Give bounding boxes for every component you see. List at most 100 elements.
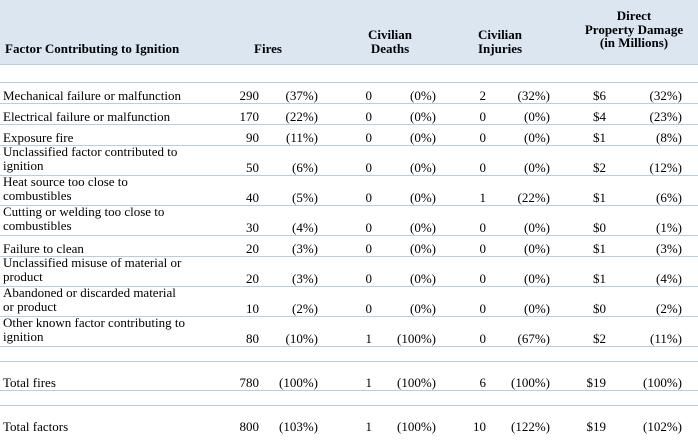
- damage-cell: $6: [593, 88, 606, 103]
- table-row: Cutting or welding too close to combusti…: [0, 205, 698, 235]
- deaths-pct-cell: (0%): [410, 271, 436, 286]
- row-divider: [0, 346, 698, 347]
- fires-cell: 800: [239, 419, 260, 434]
- deaths-pct-cell: (0%): [410, 88, 436, 103]
- row-divider: [0, 205, 698, 206]
- fires-cell: 40: [246, 190, 259, 205]
- factor-label: Mechanical failure or malfunction: [3, 88, 181, 103]
- row-divider: [0, 256, 698, 257]
- injuries-cell: 0: [479, 301, 487, 316]
- row-divider: [0, 286, 698, 287]
- factor-label: Unclassified misuse of material or produ…: [3, 255, 182, 284]
- row-divider: [0, 235, 698, 236]
- fires-cell: 80: [246, 331, 259, 346]
- fires-pct-cell: (103%): [279, 419, 318, 434]
- deaths-cell: 1: [365, 375, 373, 390]
- damage-cell: $1: [593, 130, 606, 145]
- fires-cell: 50: [246, 160, 259, 175]
- deaths-pct-cell: (0%): [410, 130, 436, 145]
- injuries-pct-cell: (0%): [524, 301, 550, 316]
- header-fires: Fires: [254, 41, 282, 56]
- row-divider: [0, 316, 698, 317]
- injuries-pct-cell: (0%): [524, 241, 550, 256]
- table-row: Mechanical failure or malfunction 290 (37%…: [0, 82, 698, 103]
- header-factor: Factor Contributing to Ignition: [5, 41, 180, 56]
- row-divider: [0, 390, 698, 391]
- injuries-cell: 0: [479, 220, 487, 235]
- deaths-cell: 0: [365, 88, 373, 103]
- damage-pct-cell: (11%): [649, 331, 682, 346]
- table-row: Unclassified misuse of material or produ…: [0, 256, 698, 286]
- damage-pct-cell: (6%): [656, 190, 682, 205]
- factor-label: Abandoned or discarded material or produ…: [3, 285, 176, 314]
- row-divider: [0, 361, 698, 362]
- injuries-cell: 0: [479, 331, 487, 346]
- fires-cell: 170: [239, 109, 260, 124]
- fires-pct-cell: (100%): [279, 375, 318, 390]
- factor-label: Unclassified factor contributed to ignit…: [3, 144, 178, 173]
- injuries-pct-cell: (122%): [511, 419, 550, 434]
- row-divider: [0, 103, 698, 104]
- damage-cell: $1: [593, 241, 606, 256]
- damage-cell: $0: [593, 220, 606, 235]
- row-divider: [0, 124, 698, 125]
- factor-label: Other known factor contributing to ignit…: [3, 315, 185, 344]
- fires-pct-cell: (3%): [292, 271, 318, 286]
- factor-label: Cutting or welding too close to combusti…: [3, 204, 165, 233]
- table-row: Heat source too close to combustibles 40 (…: [0, 175, 698, 205]
- row-divider: [0, 145, 698, 146]
- damage-cell: $0: [593, 301, 606, 316]
- damage-pct-cell: (100%): [643, 375, 682, 390]
- fires-pct-cell: (22%): [285, 109, 319, 124]
- deaths-pct-cell: (0%): [410, 301, 436, 316]
- injuries-pct-cell: (0%): [524, 160, 550, 175]
- deaths-cell: 0: [365, 109, 373, 124]
- deaths-pct-cell: (0%): [410, 241, 436, 256]
- deaths-pct-cell: (0%): [410, 190, 436, 205]
- injuries-cell: 2: [479, 88, 487, 103]
- total-factors-row: Total factors 800 (103%) 1 (100%) 10 (122%) $19…: [0, 405, 698, 434]
- total-fires-row: Total fires 780 (100%) 1 (100%) 6 (100%) $19 (10…: [0, 361, 698, 390]
- injuries-pct-cell: (32%): [517, 88, 551, 103]
- fires-pct-cell: (10%): [285, 331, 319, 346]
- injuries-pct-cell: (0%): [524, 220, 550, 235]
- damage-pct-cell: (23%): [649, 109, 683, 124]
- damage-cell: $1: [593, 271, 606, 286]
- fires-pct-cell: (4%): [292, 220, 318, 235]
- deaths-pct-cell: (100%): [397, 419, 436, 434]
- fires-pct-cell: (11%): [285, 130, 318, 145]
- table-row: Electrical failure or malfunction 170 (22%…: [0, 103, 698, 124]
- deaths-pct-cell: (0%): [410, 109, 436, 124]
- deaths-cell: 1: [365, 419, 373, 434]
- deaths-pct-cell: (0%): [410, 220, 436, 235]
- row-divider: [0, 64, 698, 65]
- injuries-pct-cell: (0%): [524, 271, 550, 286]
- fires-cell: 10: [246, 301, 259, 316]
- fires-cell: 90: [246, 130, 259, 145]
- deaths-pct-cell: (100%): [397, 331, 436, 346]
- fires-cell: 290: [239, 88, 260, 103]
- injuries-pct-cell: (100%): [511, 375, 550, 390]
- row-divider: [0, 175, 698, 176]
- fires-pct-cell: (6%): [292, 160, 318, 175]
- damage-cell: $19: [586, 375, 607, 390]
- deaths-cell: 0: [365, 130, 373, 145]
- injuries-cell: 6: [479, 375, 487, 390]
- injuries-pct-cell: (22%): [517, 190, 551, 205]
- damage-pct-cell: (12%): [649, 160, 683, 175]
- factor-label: Electrical failure or malfunction: [3, 109, 171, 124]
- damage-pct-cell: (4%): [656, 271, 682, 286]
- factor-label: Failure to clean: [3, 241, 84, 256]
- fires-cell: 30: [246, 220, 259, 235]
- injuries-cell: 0: [479, 160, 487, 175]
- table-header: Factor Contributing to Ignition Fires Ci…: [0, 0, 698, 64]
- deaths-cell: 0: [365, 301, 373, 316]
- damage-pct-cell: (2%): [656, 301, 682, 316]
- deaths-pct-cell: (0%): [410, 160, 436, 175]
- damage-pct-cell: (8%): [656, 130, 682, 145]
- fires-pct-cell: (37%): [285, 88, 319, 103]
- damage-pct-cell: (3%): [656, 241, 682, 256]
- header-property-damage: Direct Property Damage (in Millions): [584, 8, 684, 50]
- factor-label: Exposure fire: [3, 130, 74, 145]
